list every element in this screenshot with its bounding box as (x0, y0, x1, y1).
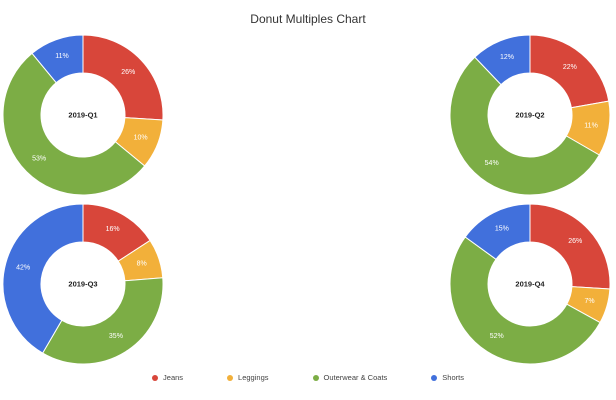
donut-2019-Q2: 22% 11% 54% 12% 2019-Q2 (449, 34, 611, 196)
slice-value-label: 52% (490, 333, 504, 340)
donut-slice[interactable] (82, 34, 164, 121)
donut-center-label: 2019-Q2 (515, 111, 544, 120)
donut-slice[interactable] (41, 277, 164, 365)
legend-item-outerwear-coats[interactable]: Outerwear & Coats (312, 373, 388, 382)
legend-item-leggings[interactable]: Leggings (227, 373, 269, 382)
legend-label: Jeans (163, 373, 184, 382)
donut-slice[interactable] (464, 203, 531, 261)
legend-item-shorts[interactable]: Shorts (431, 373, 464, 382)
slice-value-label: 11% (584, 122, 598, 129)
slice-value-label: 54% (485, 160, 499, 167)
slice-value-label: 26% (121, 69, 135, 76)
legend-swatch (431, 374, 438, 381)
legend-swatch (152, 374, 159, 381)
slice-value-label: 11% (55, 53, 69, 60)
chart-title: Donut Multiples Chart (250, 12, 366, 26)
donut-slice[interactable] (529, 34, 610, 109)
donut-center-label: 2019-Q3 (68, 280, 97, 289)
slice-value-label: 26% (568, 238, 582, 245)
slice-value-label: 10% (134, 134, 148, 141)
donut-2019-Q3: 16% 8% 35% 42% 2019-Q3 (2, 203, 164, 365)
donut-slice[interactable] (2, 203, 84, 354)
donut-2019-Q4: 26% 7% 52% 15% 2019-Q4 (449, 203, 611, 365)
legend-label: Outerwear & Coats (323, 373, 388, 382)
donut-slice[interactable] (2, 52, 146, 196)
legend-item-jeans[interactable]: Jeans (152, 373, 183, 382)
slice-value-label: 53% (32, 155, 46, 162)
slice-value-label: 12% (500, 54, 514, 61)
slice-value-label: 42% (16, 264, 30, 271)
donut-slice[interactable] (449, 56, 600, 196)
slice-value-label: 16% (106, 226, 120, 233)
slice-value-label: 22% (563, 64, 577, 71)
donut-center-label: 2019-Q1 (68, 111, 97, 120)
legend-swatch (312, 374, 319, 381)
donut-slice[interactable] (449, 236, 601, 365)
donut-2019-Q1: 26% 10% 53% 11% 2019-Q1 (2, 34, 164, 196)
legend: Jeans Leggings Outerwear & Coats Shorts (0, 373, 616, 382)
donut-center-label: 2019-Q4 (515, 280, 545, 289)
slice-value-label: 35% (109, 333, 123, 340)
legend-label: Leggings (238, 373, 269, 382)
donut-slice[interactable] (529, 203, 611, 290)
slice-value-label: 7% (584, 298, 594, 305)
donut-slice[interactable] (31, 34, 84, 84)
slice-value-label: 15% (495, 225, 509, 232)
legend-swatch (227, 374, 234, 381)
slice-value-label: 8% (137, 261, 147, 268)
donut-slice[interactable] (474, 34, 531, 86)
legend-label: Shorts (442, 373, 464, 382)
